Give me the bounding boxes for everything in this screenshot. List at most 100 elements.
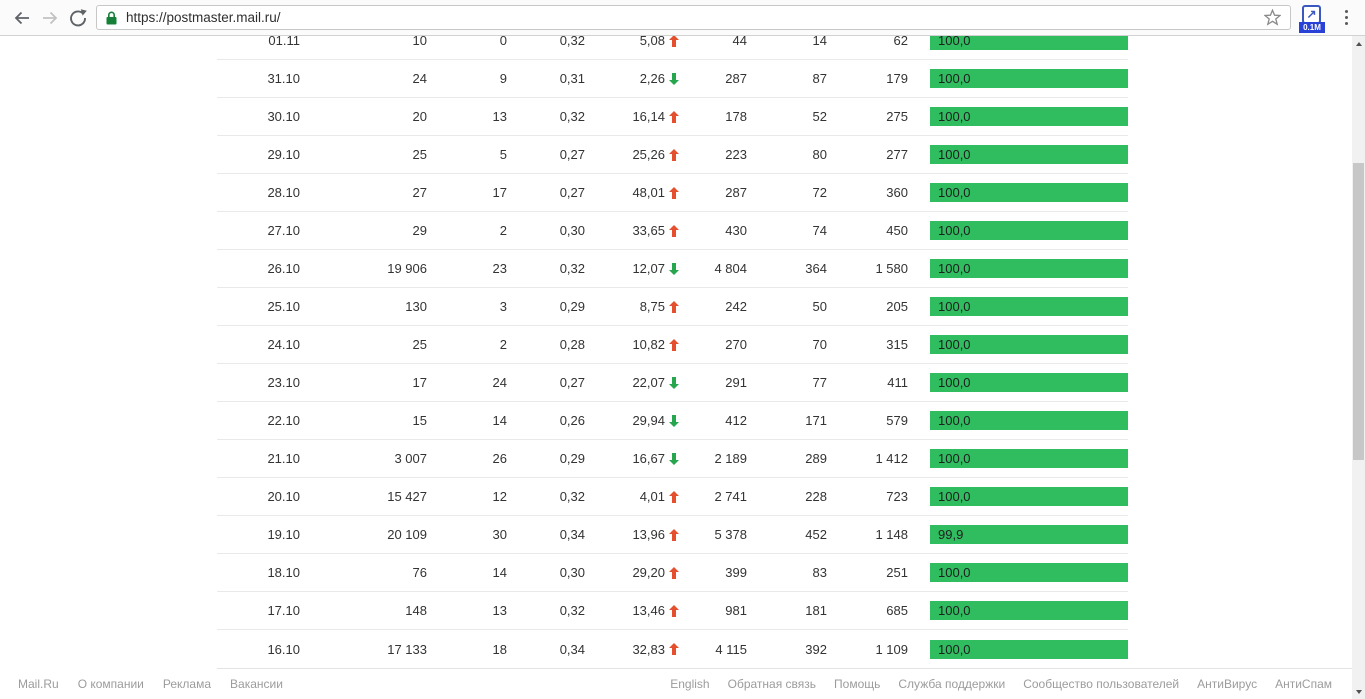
- delivery-bar: 100,0: [930, 183, 1128, 202]
- row-value-5: 430: [725, 223, 747, 238]
- delivery-bar: 100,0: [930, 36, 1128, 50]
- row-value-1: 15 427: [387, 489, 427, 504]
- stats-table: 01.11 10 0 0,32 5,08 44 14 62 100,0: [217, 36, 1128, 668]
- footer-link[interactable]: Обратная связь: [727, 676, 817, 691]
- row-value-2: 3: [499, 299, 507, 314]
- row-percent: 5,08: [585, 36, 679, 48]
- row-value-3: 0,29: [559, 299, 585, 314]
- scrollbar-thumb[interactable]: [1353, 163, 1364, 460]
- delivery-bar-track: 100,0: [930, 221, 1128, 240]
- trend-arrow-icon: [669, 452, 679, 465]
- reload-button[interactable]: [64, 4, 92, 32]
- footer-link[interactable]: АнтиВирус: [1197, 676, 1258, 691]
- row-percent: 48,01: [585, 185, 679, 200]
- footer-link[interactable]: Служба поддержки: [898, 676, 1006, 691]
- table-row: 28.10 27 17 0,27 48,01 287 72 360 100,0: [217, 174, 1128, 212]
- table-row: 26.10 19 906 23 0,32 12,07 4 804 364 1 5…: [217, 250, 1128, 288]
- footer-link[interactable]: Помощь: [834, 676, 881, 691]
- row-date: 27.10: [267, 223, 300, 238]
- row-bar-cell: 100,0: [908, 639, 1128, 659]
- row-bar-cell: 100,0: [908, 145, 1128, 164]
- row-value-7: 1 412: [875, 451, 908, 466]
- trend-arrow-icon: [669, 72, 679, 85]
- delivery-bar: 100,0: [930, 601, 1128, 620]
- table-row: 23.10 17 24 0,27 22,07 291 77 411 100,0: [217, 364, 1128, 402]
- trend-arrow-icon: [669, 36, 679, 47]
- row-value-5: 178: [725, 109, 747, 124]
- table-row: 29.10 25 5 0,27 25,26 223 80 277 100,0: [217, 136, 1128, 174]
- delivery-bar-track: 100,0: [930, 601, 1128, 620]
- extension-counter-button[interactable]: ↗ 0.1M: [1299, 2, 1325, 34]
- footer-link[interactable]: Mail.Ru: [18, 676, 59, 691]
- url-text[interactable]: https://postmaster.mail.ru/: [126, 10, 281, 25]
- delivery-bar-track: 100,0: [930, 449, 1128, 468]
- row-bar-cell: 100,0: [908, 183, 1128, 202]
- footer-link[interactable]: О компании: [77, 676, 144, 691]
- delivery-bar: 100,0: [930, 373, 1128, 392]
- forward-button[interactable]: [36, 4, 64, 32]
- row-value-3: 0,28: [559, 337, 585, 352]
- row-bar-cell: 100,0: [908, 297, 1128, 316]
- row-date: 26.10: [267, 261, 300, 276]
- browser-menu-button[interactable]: [1335, 4, 1357, 32]
- row-value-3: 0,30: [559, 565, 585, 580]
- delivery-bar: 100,0: [930, 449, 1128, 468]
- row-value-2: 23: [492, 261, 507, 276]
- scrollbar-up-button[interactable]: [1352, 36, 1365, 51]
- row-value-5: 44: [732, 36, 747, 48]
- footer-link[interactable]: Сообщество пользователей: [1023, 676, 1180, 691]
- delivery-bar: 100,0: [930, 487, 1128, 506]
- back-button[interactable]: [8, 4, 36, 32]
- footer-left-links: Mail.Ru О компании Реклама Вакансии: [0, 677, 283, 691]
- bookmark-star-icon[interactable]: [1264, 9, 1281, 26]
- scroll-up-icon: [1355, 41, 1362, 46]
- row-value-3: 0,32: [559, 603, 585, 618]
- row-value-3: 0,32: [559, 489, 585, 504]
- delivery-bar-track: 100,0: [930, 107, 1128, 126]
- row-date: 30.10: [267, 109, 300, 124]
- row-value-1: 76: [412, 565, 427, 580]
- row-value-1: 17: [412, 375, 427, 390]
- row-value-1: 27: [412, 185, 427, 200]
- row-value-6: 50: [812, 299, 827, 314]
- row-value-2: 26: [492, 451, 507, 466]
- footer-link[interactable]: English: [670, 676, 710, 691]
- row-value-6: 171: [805, 413, 827, 428]
- footer-link[interactable]: Реклама: [162, 676, 212, 691]
- vertical-scrollbar[interactable]: [1352, 36, 1365, 699]
- row-value-2: 12: [492, 489, 507, 504]
- delivery-bar-track: 100,0: [930, 487, 1128, 506]
- row-percent: 12,07: [585, 261, 679, 276]
- footer-link[interactable]: Вакансии: [230, 676, 283, 691]
- row-value-1: 17 133: [387, 641, 427, 657]
- row-value-5: 270: [725, 337, 747, 352]
- row-value-3: 0,34: [559, 641, 585, 657]
- table-row: 24.10 25 2 0,28 10,82 270 70 315 100,0: [217, 326, 1128, 364]
- row-value-7: 277: [886, 147, 908, 162]
- row-value-5: 287: [725, 185, 747, 200]
- row-value-1: 25: [412, 147, 427, 162]
- site-footer: Mail.Ru О компании Реклама Вакансии English…: [0, 668, 1352, 699]
- row-percent: 4,01: [585, 489, 679, 504]
- row-value-7: 62: [893, 36, 908, 48]
- row-value-2: 14: [492, 413, 507, 428]
- row-value-6: 77: [812, 375, 827, 390]
- row-value-2: 2: [499, 337, 507, 352]
- row-percent: 33,65: [585, 223, 679, 238]
- row-value-7: 1 148: [875, 527, 908, 542]
- row-value-7: 275: [886, 109, 908, 124]
- row-value-5: 412: [725, 413, 747, 428]
- row-date: 31.10: [267, 71, 300, 86]
- trend-arrow-icon: [669, 338, 679, 351]
- trend-arrow-icon: [669, 604, 679, 617]
- row-value-5: 4 115: [715, 641, 747, 657]
- row-bar-cell: 100,0: [908, 601, 1128, 620]
- delivery-bar-track: 100,0: [930, 145, 1128, 164]
- delivery-bar: 100,0: [930, 563, 1128, 582]
- address-bar[interactable]: https://postmaster.mail.ru/: [96, 5, 1291, 30]
- row-value-6: 80: [812, 147, 827, 162]
- row-value-5: 2 189: [714, 451, 747, 466]
- row-value-1: 19 906: [387, 261, 427, 276]
- scrollbar-down-button[interactable]: [1352, 684, 1365, 699]
- footer-link[interactable]: АнтиСпам: [1275, 676, 1332, 691]
